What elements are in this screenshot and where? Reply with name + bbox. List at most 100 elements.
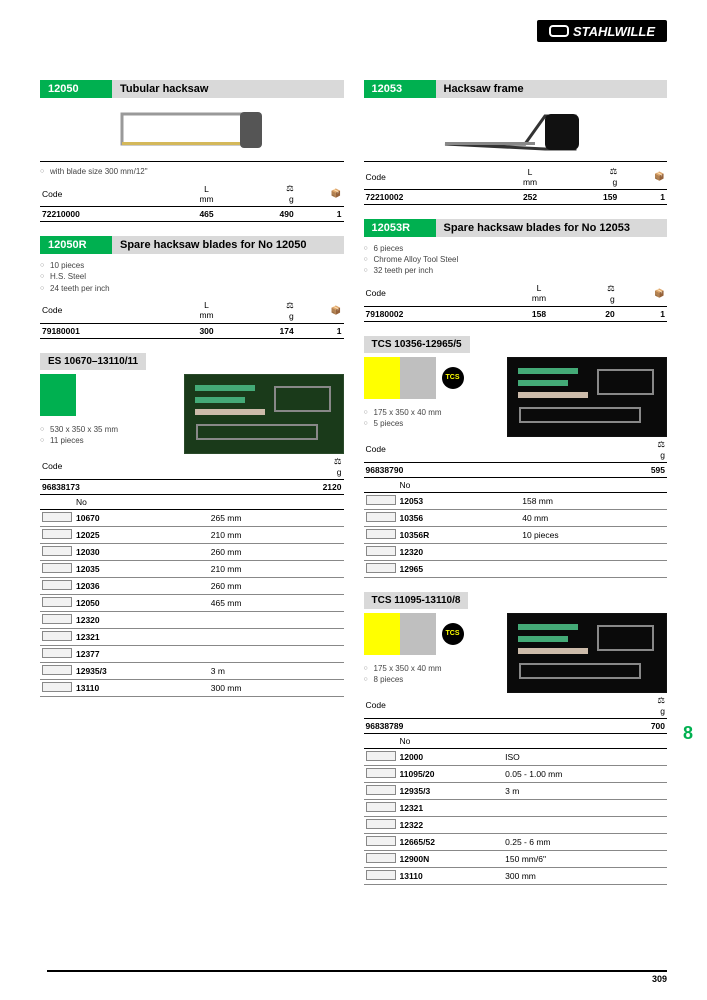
product-notes: 175 x 350 x 40 mm5 pieces: [364, 405, 668, 433]
table-cell: 700: [575, 718, 667, 733]
item-spec: 0.25 - 6 mm: [503, 833, 667, 850]
product-code: TCS 11095-13110/8: [364, 592, 469, 609]
item-no: 12321: [398, 799, 504, 816]
chapter-tab: 8: [675, 720, 701, 746]
item-icon: [42, 648, 72, 658]
table-cell: 252: [500, 190, 559, 205]
table-header: 📦: [296, 298, 344, 324]
product-code: 12050R: [40, 236, 112, 254]
table-cell: 72210002: [364, 190, 501, 205]
item-spec: 40 mm: [520, 509, 667, 526]
table-header: [364, 734, 398, 749]
item-spec: 465 mm: [209, 594, 344, 611]
table-cell: 72210000: [40, 207, 177, 222]
product-block: TCS 11095-13110/8 TCS175 x 350 x 40 mm8 …: [364, 592, 668, 885]
note-item: 24 teeth per inch: [40, 283, 344, 294]
item-icon: [366, 768, 396, 778]
table-header: ⚖g: [570, 281, 616, 307]
product-code: 12050: [40, 80, 112, 98]
item-no: 12665/52: [398, 833, 504, 850]
item-no: 12000: [398, 748, 504, 765]
item-spec: 210 mm: [209, 560, 344, 577]
item-icon: [366, 785, 396, 795]
item-icon-cell: [40, 628, 74, 645]
table-header: No: [398, 734, 504, 749]
table-cell: 300: [177, 323, 236, 338]
table-header: Lmm: [177, 298, 236, 324]
item-icon-cell: [40, 577, 74, 594]
note-item: 11 pieces: [40, 435, 344, 446]
color-swatch: [364, 357, 400, 399]
table-cell: 174: [236, 323, 295, 338]
item-icon-cell: [364, 799, 398, 816]
table-cell: 1: [296, 323, 344, 338]
table-header: Lmm: [177, 181, 236, 207]
swatch-row: TCS: [364, 613, 502, 655]
product-code: ES 10670–13110/11: [40, 353, 146, 370]
table-header: [40, 495, 74, 510]
item-spec: ISO: [503, 748, 667, 765]
table-header: ⚖g: [236, 298, 295, 324]
color-swatch: [400, 357, 436, 399]
table-header: Code: [40, 181, 177, 207]
tcs-badge: TCS: [442, 623, 464, 645]
item-no: 10356R: [398, 526, 521, 543]
table-cell: 96838173: [40, 479, 236, 494]
block-header: 12053R Spare hacksaw blades for No 12053: [364, 219, 668, 237]
item-spec: [520, 543, 667, 560]
item-icon: [366, 563, 396, 573]
table-header: [364, 478, 398, 493]
item-icon: [366, 751, 396, 761]
table-header: [503, 734, 667, 749]
item-icon: [42, 512, 72, 522]
table-cell: 2120: [236, 479, 343, 494]
item-icon: [42, 580, 72, 590]
table-header: Code: [40, 298, 177, 324]
spec-table: CodeLmm⚖g📦791800013001741: [40, 298, 344, 339]
contents-table: No12000ISO11095/200.05 - 1.00 mm12935/33…: [364, 734, 668, 885]
swatch-row: [40, 374, 178, 416]
item-icon-cell: [40, 526, 74, 543]
item-no: 12377: [74, 645, 209, 662]
item-icon-cell: [40, 594, 74, 611]
item-icon-cell: [364, 782, 398, 799]
color-swatch: [400, 613, 436, 655]
item-icon: [42, 529, 72, 539]
product-code: 12053R: [364, 219, 436, 237]
item-icon-cell: [40, 611, 74, 628]
item-icon-cell: [364, 748, 398, 765]
item-no: 11095/20: [398, 765, 504, 782]
block-header: 12050R Spare hacksaw blades for No 12050: [40, 236, 344, 254]
table-header: [209, 495, 344, 510]
item-no: 12965: [398, 560, 521, 577]
item-no: 12900N: [398, 850, 504, 867]
item-no: 12320: [398, 543, 521, 560]
product-title: [468, 592, 667, 609]
item-icon-cell: [364, 509, 398, 526]
note-item: Chrome Alloy Tool Steel: [364, 254, 668, 265]
item-spec: 3 m: [209, 662, 344, 679]
note-item: 175 x 350 x 40 mm: [364, 407, 668, 418]
item-spec: 0.05 - 1.00 mm: [503, 765, 667, 782]
item-icon-cell: [364, 833, 398, 850]
item-no: 12320: [74, 611, 209, 628]
table-header: Code: [364, 693, 576, 719]
product-notes: with blade size 300 mm/12": [40, 164, 344, 181]
table-header: ⚖g: [560, 164, 619, 190]
table-header: Lmm: [508, 281, 571, 307]
product-image: [40, 102, 344, 162]
item-no: 12935/3: [398, 782, 504, 799]
table-header: 📦: [619, 164, 667, 190]
table-cell: 490: [236, 207, 295, 222]
item-no: 12321: [74, 628, 209, 645]
item-no: 10356: [398, 509, 521, 526]
item-icon: [366, 495, 396, 505]
item-icon-cell: [40, 662, 74, 679]
contents-table: No12053158 mm1035640 mm10356R10 pieces12…: [364, 478, 668, 578]
product-block: 12053 Hacksaw frame CodeLmm⚖g📦7221000225…: [364, 80, 668, 205]
item-spec: [209, 645, 344, 662]
item-icon-cell: [40, 560, 74, 577]
item-icon: [366, 819, 396, 829]
swatch-row: TCS: [364, 357, 502, 399]
item-spec: 300 mm: [209, 679, 344, 696]
